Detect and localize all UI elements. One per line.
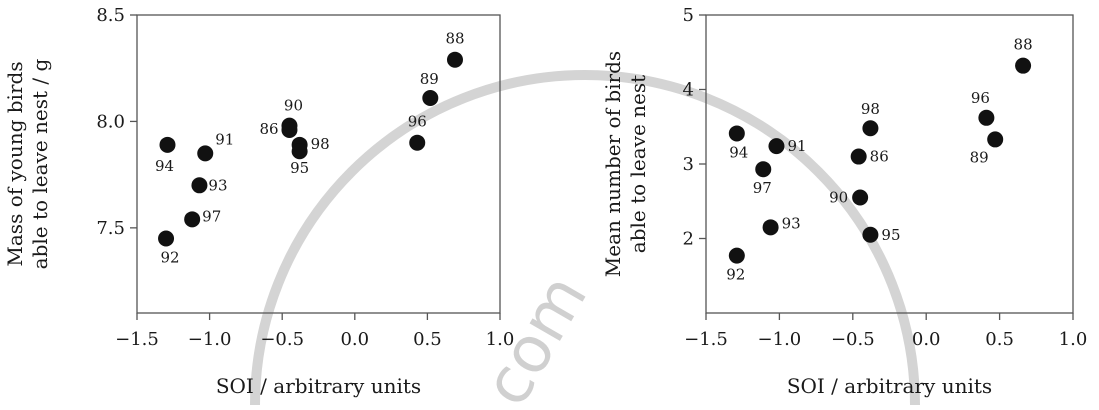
data-point-label: 98 bbox=[311, 135, 330, 153]
data-point-97 bbox=[184, 211, 201, 228]
data-point-91 bbox=[197, 145, 214, 162]
x-tick-label: 0.0 bbox=[340, 329, 369, 350]
data-point-label: 88 bbox=[1014, 36, 1033, 54]
y-tick-label: 8.5 bbox=[96, 5, 125, 26]
data-point-94 bbox=[728, 125, 745, 142]
data-point-label: 94 bbox=[155, 157, 174, 175]
y-tick-label: 8.0 bbox=[96, 111, 125, 132]
x-tick-label: 0.5 bbox=[985, 329, 1014, 350]
data-point-91 bbox=[768, 138, 785, 155]
y-axis-label-line: able to leave nest / g bbox=[28, 58, 52, 269]
data-point-label: 90 bbox=[829, 189, 848, 207]
data-point-88 bbox=[1015, 57, 1032, 74]
y-tick-label: 3 bbox=[683, 154, 694, 175]
data-point-label: 97 bbox=[753, 179, 772, 197]
x-tick-label: 0.5 bbox=[413, 329, 442, 350]
data-point-92 bbox=[728, 247, 745, 264]
data-point-label: 95 bbox=[881, 226, 900, 244]
data-point-label: 91 bbox=[215, 130, 234, 148]
y-axis-label-line: able to leave nest bbox=[626, 75, 650, 253]
data-point-label: 92 bbox=[160, 249, 179, 267]
data-point-label: 92 bbox=[726, 266, 745, 284]
y-tick-label: 2 bbox=[683, 229, 694, 250]
data-point-label: 98 bbox=[861, 100, 880, 118]
data-point-98 bbox=[862, 120, 879, 137]
x-tick-label: 1.0 bbox=[1059, 329, 1088, 350]
data-point-94 bbox=[159, 136, 176, 153]
x-tick-label: −1.0 bbox=[758, 329, 802, 350]
data-point-92 bbox=[158, 230, 175, 247]
data-point-86 bbox=[281, 121, 298, 138]
y-tick-label: 7.5 bbox=[96, 218, 125, 239]
data-point-95 bbox=[862, 226, 879, 243]
data-point-label: 88 bbox=[445, 30, 464, 48]
y-tick-label: 5 bbox=[683, 5, 694, 26]
data-point-89 bbox=[422, 90, 439, 107]
data-point-97 bbox=[755, 161, 772, 178]
data-point-96 bbox=[978, 109, 995, 126]
x-axis-label: SOI / arbitrary units bbox=[216, 374, 421, 398]
watermark: com bbox=[250, 70, 920, 410]
x-tick-label: −1.0 bbox=[188, 329, 232, 350]
data-point-89 bbox=[987, 131, 1004, 148]
data-point-86 bbox=[850, 148, 867, 165]
y-axis-label-line: Mass of young birds bbox=[3, 61, 27, 266]
plot-frame bbox=[136, 14, 501, 314]
chart-2: −1.5 −1.0 −0.5 0.0 0.5 1.0 2 3 4 5 SOI / arbitrary… bbox=[601, 5, 1087, 398]
data-point-label: 89 bbox=[970, 148, 989, 166]
data-point-label: 93 bbox=[208, 176, 227, 194]
x-tick-label: 0.0 bbox=[912, 329, 941, 350]
data-point-label: 86 bbox=[259, 120, 278, 138]
x-tick-label: −0.5 bbox=[260, 329, 304, 350]
data-point-label: 86 bbox=[870, 148, 889, 166]
data-point-95 bbox=[291, 143, 308, 160]
data-point-label: 94 bbox=[729, 143, 748, 161]
x-tick-label: −1.5 bbox=[684, 329, 728, 350]
data-point-88 bbox=[446, 51, 463, 68]
watermark-arc bbox=[250, 70, 920, 406]
data-point-90 bbox=[852, 189, 869, 206]
y-axis-label-line: Mean number of birds bbox=[601, 51, 625, 277]
x-axis-label: SOI / arbitrary units bbox=[787, 374, 992, 398]
data-point-label: 90 bbox=[284, 97, 303, 115]
data-point-label: 97 bbox=[202, 207, 221, 225]
data-point-93 bbox=[762, 219, 779, 236]
chart-1: −1.5 −1.0 −0.5 0.0 0.5 1.0 7.5 8.0 8.5 SOI / arbi… bbox=[3, 5, 514, 398]
data-point-label: 89 bbox=[420, 70, 439, 88]
y-tick-label: 4 bbox=[683, 80, 694, 101]
data-point-label: 96 bbox=[408, 113, 427, 131]
data-point-label: 93 bbox=[782, 214, 801, 232]
x-tick-label: −0.5 bbox=[831, 329, 875, 350]
data-point-label: 95 bbox=[290, 159, 309, 177]
data-point-label: 96 bbox=[971, 89, 990, 107]
x-tick-label: −1.5 bbox=[115, 329, 159, 350]
data-point-96 bbox=[409, 134, 426, 151]
data-point-label: 91 bbox=[787, 137, 806, 155]
data-point-93 bbox=[191, 177, 208, 194]
x-tick-label: 1.0 bbox=[486, 329, 515, 350]
